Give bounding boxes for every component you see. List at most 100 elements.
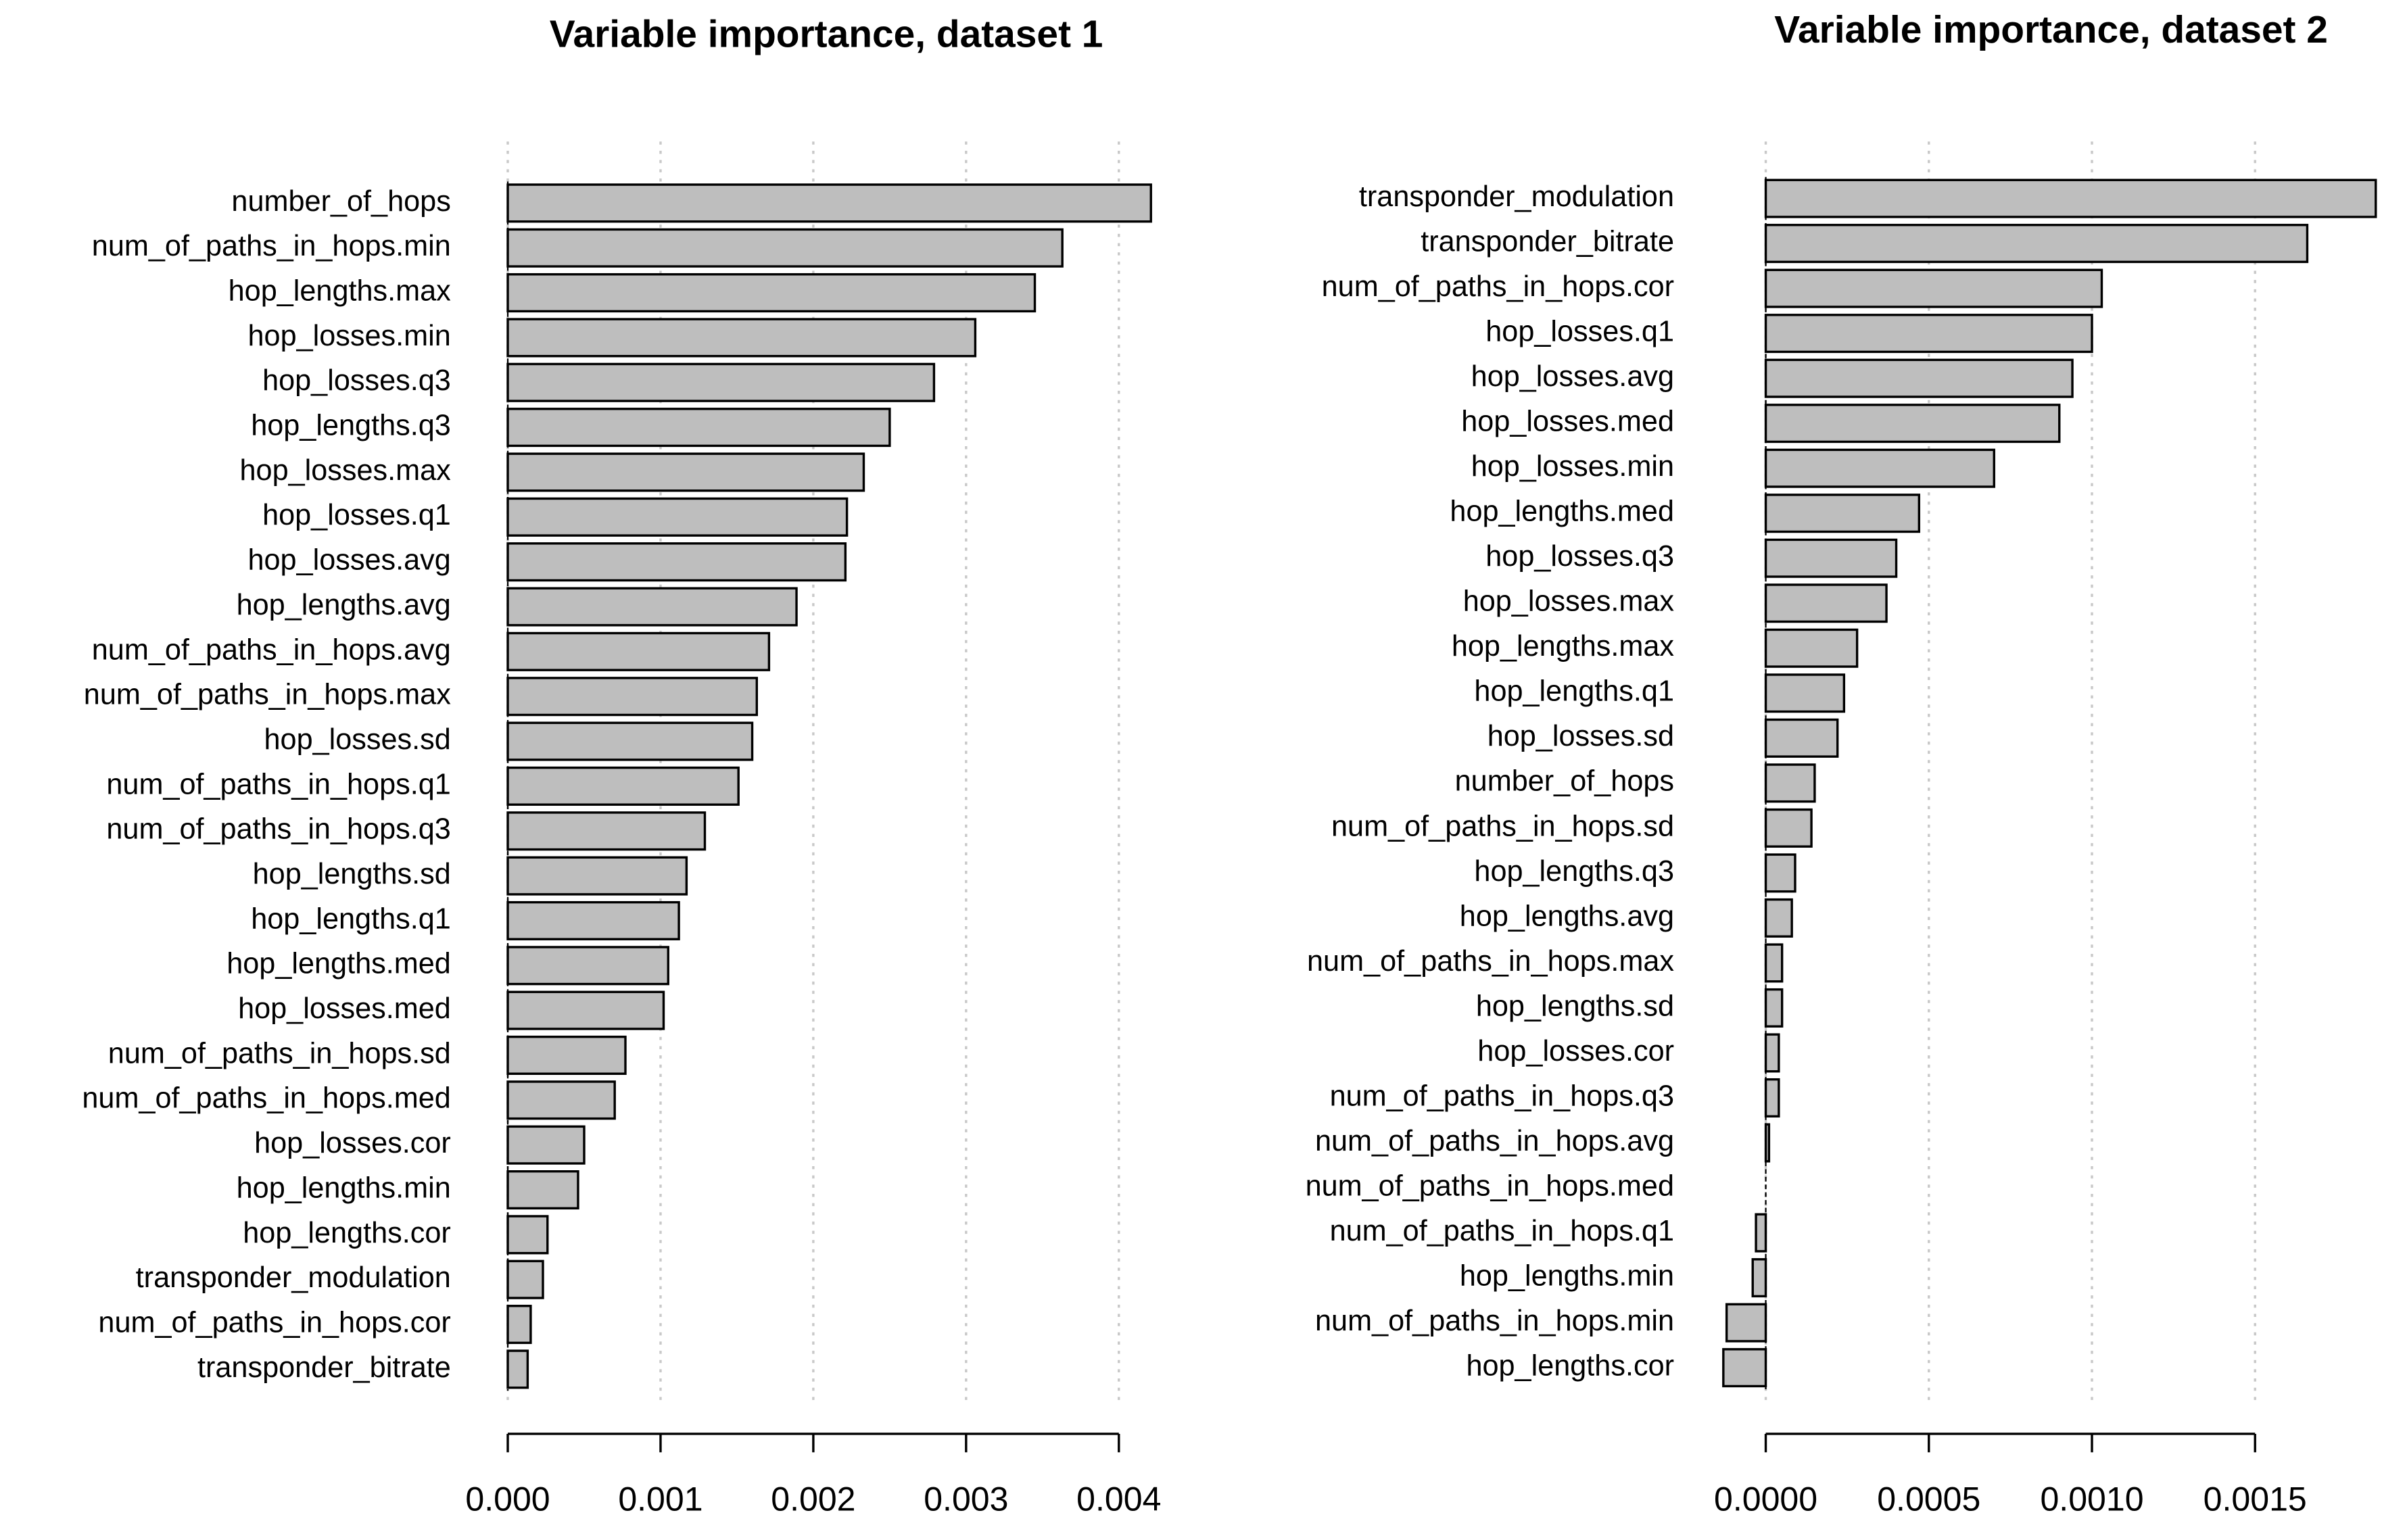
bar bbox=[1764, 763, 1816, 803]
bar bbox=[1764, 358, 2074, 398]
bar bbox=[506, 1349, 529, 1389]
category-label: hop_lengths.max bbox=[229, 275, 452, 308]
bar bbox=[506, 1080, 616, 1120]
category-label: hop_losses.avg bbox=[247, 544, 450, 577]
category-label: hop_losses.q3 bbox=[1485, 540, 1674, 573]
bar bbox=[1764, 448, 1995, 488]
category-label: num_of_paths_in_hops.min bbox=[92, 230, 451, 262]
category-label: transponder_bitrate bbox=[1421, 226, 1674, 258]
chart-title: Variable importance, dataset 2 bbox=[1774, 8, 2328, 51]
category-label: number_of_hops bbox=[231, 185, 450, 218]
bar bbox=[1764, 314, 2093, 354]
bar bbox=[506, 631, 771, 671]
bar bbox=[506, 1305, 532, 1345]
bar bbox=[1725, 1303, 1767, 1343]
bar bbox=[1764, 268, 2103, 308]
category-label: hop_losses.min bbox=[1471, 450, 1674, 483]
bar bbox=[506, 1215, 549, 1255]
bar bbox=[506, 990, 665, 1030]
bar bbox=[1764, 583, 1888, 623]
bar bbox=[1764, 178, 2377, 218]
bar bbox=[506, 946, 669, 986]
x-tick-label: 0.0005 bbox=[1877, 1480, 1980, 1518]
bar bbox=[1764, 898, 1793, 938]
bar bbox=[506, 183, 1152, 223]
bar bbox=[1764, 494, 1921, 533]
category-label: hop_lengths.avg bbox=[237, 589, 451, 621]
x-tick-label: 0.0015 bbox=[2204, 1480, 2307, 1518]
bar bbox=[506, 228, 1064, 268]
x-tick-label: 0.004 bbox=[1076, 1480, 1161, 1518]
category-label: hop_lengths.q3 bbox=[251, 410, 451, 442]
bar bbox=[1755, 1213, 1767, 1253]
category-label: hop_lengths.sd bbox=[253, 858, 451, 890]
bar bbox=[1764, 628, 1859, 668]
x-tick-label: 0.000 bbox=[465, 1480, 550, 1518]
category-label: num_of_paths_in_hops.med bbox=[1306, 1170, 1674, 1202]
category-label: hop_losses.med bbox=[238, 992, 451, 1025]
bar bbox=[506, 497, 849, 537]
bar bbox=[506, 1170, 579, 1210]
category-label: num_of_paths_in_hops.cor bbox=[98, 1306, 450, 1339]
category-label: hop_losses.max bbox=[1463, 585, 1675, 618]
category-label: hop_losses.min bbox=[248, 320, 451, 352]
category-label: hop_lengths.q1 bbox=[1474, 675, 1674, 708]
category-label: hop_lengths.max bbox=[1452, 630, 1675, 663]
category-label: hop_lengths.med bbox=[1450, 496, 1674, 528]
bar bbox=[1764, 538, 1898, 578]
category-label: num_of_paths_in_hops.med bbox=[82, 1082, 450, 1115]
bar bbox=[506, 587, 798, 627]
category-label: num_of_paths_in_hops.sd bbox=[1331, 810, 1674, 842]
x-tick-label: 0.003 bbox=[924, 1480, 1008, 1518]
bar bbox=[1764, 943, 1784, 983]
category-label: hop_lengths.med bbox=[227, 948, 451, 980]
category-label: hop_losses.cor bbox=[1477, 1035, 1674, 1067]
category-label: num_of_paths_in_hops.sd bbox=[108, 1037, 451, 1069]
bar bbox=[506, 452, 865, 492]
bar bbox=[506, 408, 891, 448]
bar bbox=[1764, 1078, 1780, 1118]
x-tick-label: 0.0010 bbox=[2040, 1480, 2143, 1518]
bar bbox=[506, 362, 936, 402]
category-label: num_of_paths_in_hops.q1 bbox=[106, 768, 450, 800]
category-label: hop_lengths.min bbox=[1460, 1259, 1674, 1292]
category-label: hop_lengths.cor bbox=[243, 1217, 451, 1249]
bar bbox=[506, 856, 688, 896]
bar bbox=[506, 766, 740, 806]
category-label: transponder_modulation bbox=[136, 1261, 451, 1294]
category-label: hop_lengths.min bbox=[237, 1172, 451, 1204]
bar bbox=[1764, 808, 1813, 848]
category-label: transponder_modulation bbox=[1359, 181, 1674, 213]
bar bbox=[1764, 1033, 1780, 1073]
x-tick-label: 0.0000 bbox=[1714, 1480, 1817, 1518]
category-label: hop_losses.max bbox=[239, 454, 451, 487]
category-label: num_of_paths_in_hops.avg bbox=[1315, 1125, 1674, 1157]
bar bbox=[1722, 1348, 1767, 1388]
x-tick-label: 0.001 bbox=[618, 1480, 703, 1518]
bar bbox=[506, 1259, 544, 1299]
bar bbox=[506, 721, 754, 761]
category-label: hop_losses.sd bbox=[1487, 720, 1674, 752]
category-label: num_of_paths_in_hops.avg bbox=[92, 633, 451, 666]
category-label: num_of_paths_in_hops.q3 bbox=[1330, 1080, 1674, 1112]
category-label: hop_losses.med bbox=[1461, 406, 1674, 438]
category-label: number_of_hops bbox=[1455, 765, 1674, 798]
category-label: num_of_paths_in_hops.max bbox=[1307, 945, 1674, 978]
category-label: hop_losses.sd bbox=[264, 723, 450, 756]
bar bbox=[506, 318, 977, 358]
category-label: hop_losses.q1 bbox=[262, 499, 451, 531]
category-label: num_of_paths_in_hops.q1 bbox=[1330, 1215, 1674, 1247]
category-label: num_of_paths_in_hops.min bbox=[1315, 1305, 1674, 1337]
x-tick-label: 0.002 bbox=[771, 1480, 855, 1518]
category-label: hop_losses.q3 bbox=[262, 364, 451, 397]
bar bbox=[1764, 853, 1796, 893]
bar bbox=[506, 1035, 627, 1075]
bar bbox=[506, 542, 847, 582]
bar bbox=[506, 273, 1037, 313]
bar bbox=[1764, 673, 1846, 713]
category-label: num_of_paths_in_hops.q3 bbox=[106, 813, 450, 846]
category-label: hop_lengths.q3 bbox=[1474, 855, 1674, 888]
bar bbox=[506, 900, 680, 940]
chart-title: Variable importance, dataset 1 bbox=[550, 13, 1103, 56]
